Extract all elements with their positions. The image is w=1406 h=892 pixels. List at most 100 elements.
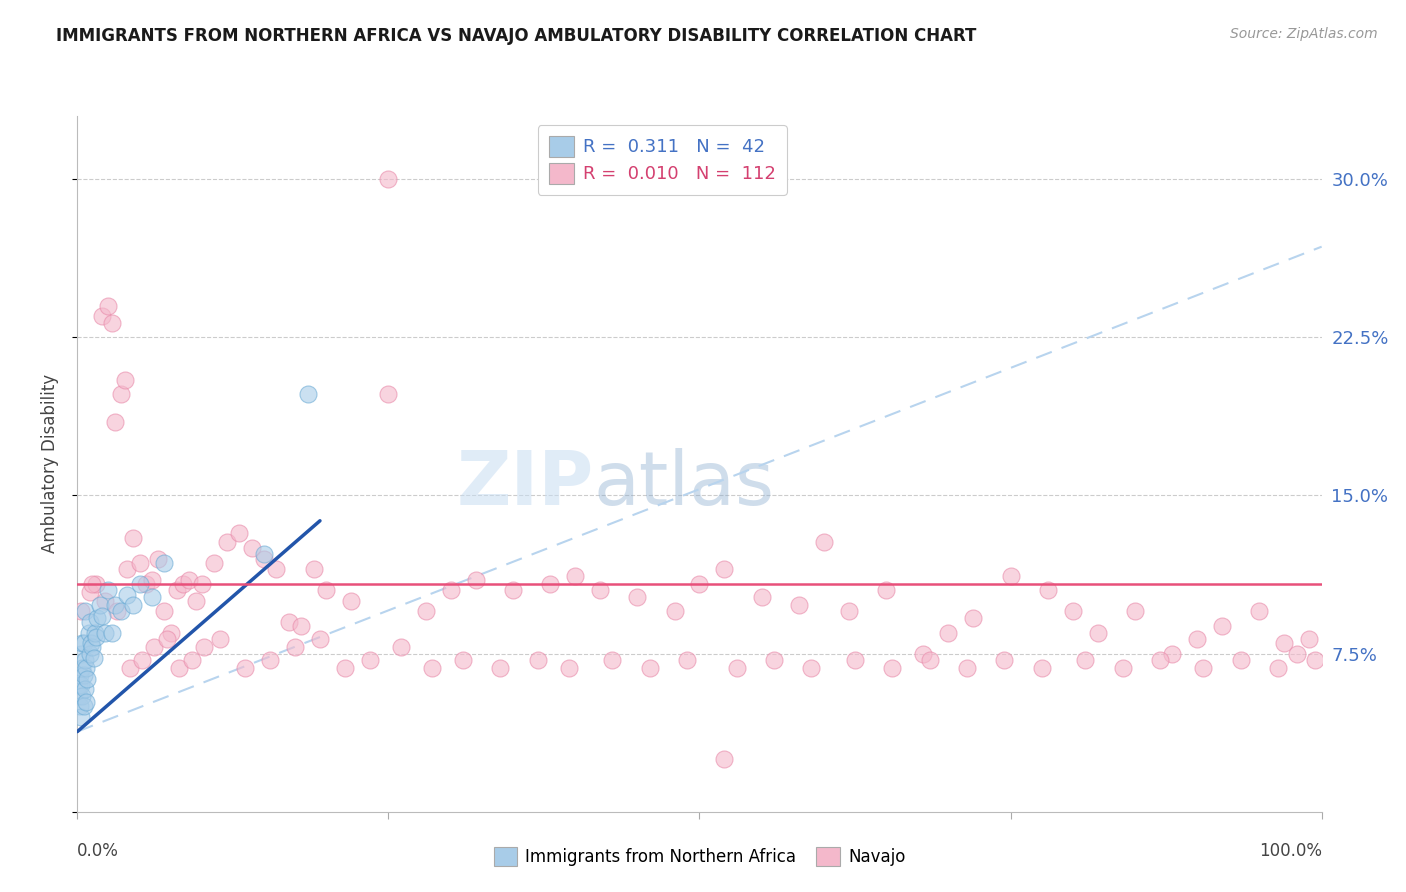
Point [76, 672, 98, 686]
Point [135, 577, 157, 591]
Text: 0.0%: 0.0% [77, 842, 120, 860]
Point [70, 710, 93, 724]
Point [97, 299, 120, 313]
Point [228, 526, 250, 541]
Point [751, 590, 773, 604]
Point [284, 640, 307, 655]
Point [73, 653, 96, 667]
Point [118, 661, 141, 675]
Point [84, 577, 107, 591]
Point [1305, 653, 1327, 667]
Point [143, 640, 166, 655]
Point [389, 640, 412, 655]
Point [131, 653, 153, 667]
Point [202, 556, 225, 570]
Point [333, 661, 356, 675]
Text: ZIP: ZIP [457, 448, 593, 521]
Point [115, 562, 138, 576]
Point [169, 661, 191, 675]
Point [464, 573, 486, 587]
Point [104, 415, 127, 429]
Point [676, 653, 699, 667]
Point [69, 699, 91, 714]
Point [1272, 636, 1295, 650]
Point [1211, 619, 1233, 633]
Point [110, 387, 132, 401]
Legend: Immigrants from Northern Africa, Navajo: Immigrants from Northern Africa, Navajo [486, 840, 912, 873]
Point [259, 653, 281, 667]
Point [253, 551, 276, 566]
Point [79, 585, 101, 599]
Point [526, 653, 548, 667]
Point [1036, 583, 1059, 598]
Point [918, 653, 941, 667]
Point [689, 577, 711, 591]
Point [912, 647, 935, 661]
Point [193, 640, 215, 655]
Point [128, 556, 150, 570]
Point [115, 588, 138, 602]
Point [1192, 661, 1215, 675]
Point [141, 590, 163, 604]
Point [70, 604, 93, 618]
Point [589, 583, 612, 598]
Point [73, 682, 96, 697]
Point [166, 583, 188, 598]
Point [359, 653, 381, 667]
Y-axis label: Ambulatory Disability: Ambulatory Disability [41, 375, 59, 553]
Point [787, 598, 810, 612]
Point [101, 625, 124, 640]
Point [309, 632, 332, 646]
Point [153, 556, 176, 570]
Point [297, 387, 319, 401]
Point [1111, 661, 1133, 675]
Point [253, 548, 276, 562]
Point [938, 625, 960, 640]
Point [79, 647, 101, 661]
Point [184, 594, 207, 608]
Point [962, 611, 984, 625]
Point [97, 583, 120, 598]
Point [1074, 653, 1097, 667]
Point [101, 316, 124, 330]
Point [1229, 653, 1251, 667]
Point [82, 640, 104, 655]
Point [69, 667, 91, 681]
Point [72, 636, 94, 650]
Point [1087, 625, 1109, 640]
Point [141, 573, 163, 587]
Point [638, 661, 661, 675]
Point [77, 625, 100, 640]
Point [1187, 632, 1209, 646]
Point [451, 653, 474, 667]
Point [725, 661, 748, 675]
Point [72, 667, 94, 681]
Point [993, 653, 1015, 667]
Point [70, 678, 93, 692]
Point [91, 310, 114, 324]
Point [105, 604, 128, 618]
Point [875, 583, 897, 598]
Text: 100.0%: 100.0% [1258, 842, 1322, 860]
Text: atlas: atlas [593, 448, 775, 521]
Point [713, 752, 735, 766]
Point [420, 661, 443, 675]
Point [80, 636, 103, 650]
Point [1285, 647, 1308, 661]
Point [290, 619, 312, 633]
Point [377, 172, 399, 186]
Point [838, 604, 860, 618]
Point [82, 577, 104, 591]
Point [538, 577, 561, 591]
Point [240, 541, 263, 556]
Point [277, 615, 299, 629]
Point [440, 583, 463, 598]
Point [215, 534, 238, 549]
Point [89, 598, 111, 612]
Point [233, 661, 256, 675]
Point [83, 650, 105, 665]
Point [122, 531, 145, 545]
Point [558, 661, 581, 675]
Point [1267, 661, 1289, 675]
Point [122, 598, 145, 612]
